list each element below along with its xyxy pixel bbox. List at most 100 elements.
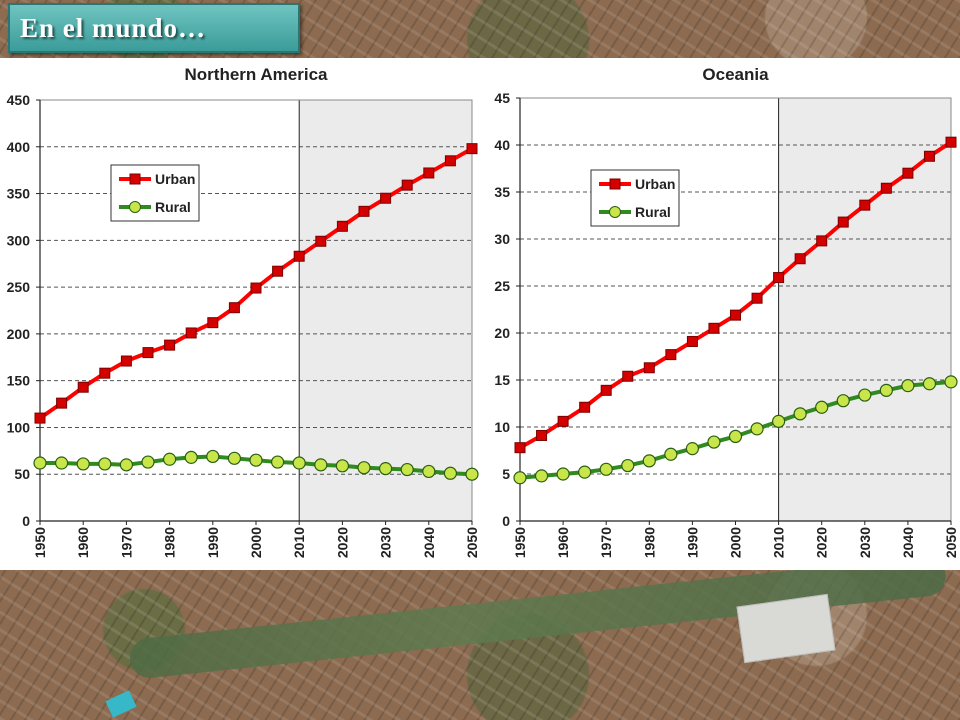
legend-label-urban: Urban (635, 176, 675, 192)
y-tick-label: 20 (494, 325, 510, 341)
rural-point (443, 466, 457, 480)
urban-point (315, 235, 327, 247)
urban-point (164, 339, 176, 351)
rural-point (271, 455, 285, 469)
x-tick-label: 2000 (728, 527, 744, 558)
urban-point (293, 250, 305, 262)
urban-point (185, 327, 197, 339)
urban-point (336, 220, 348, 232)
rural-point (728, 429, 743, 443)
rural-point (944, 375, 958, 389)
urban-point (142, 347, 154, 359)
rural-point (400, 462, 414, 477)
x-tick-label: 2020 (814, 527, 830, 558)
legend-label-rural: Rural (635, 204, 671, 220)
rural-point (76, 457, 90, 471)
urban-point (120, 355, 132, 367)
x-tick-label: 1980 (162, 527, 178, 558)
rural-point (793, 407, 807, 421)
x-tick-label: 2030 (857, 527, 873, 558)
urban-point (536, 429, 548, 441)
legend-swatch-marker (129, 201, 141, 213)
x-tick-label: 2000 (248, 527, 264, 558)
urban-point (880, 182, 892, 194)
rural-point (922, 377, 937, 391)
urban-point (557, 415, 569, 427)
rural-point (578, 465, 592, 479)
rural-point (379, 462, 393, 476)
chart-0: Northern America 0 50 100 150 200 250 300 350 400… (7, 65, 480, 558)
urban-point (514, 442, 526, 454)
rural-point (534, 469, 549, 483)
y-tick-label: 0 (502, 513, 510, 529)
urban-point (859, 199, 871, 211)
y-tick-label: 450 (7, 92, 31, 108)
urban-point (207, 317, 219, 329)
x-tick-label: 1960 (75, 527, 91, 558)
x-tick-label: 1980 (641, 527, 657, 558)
rural-point (879, 383, 893, 397)
legend-box (590, 169, 680, 227)
rural-point (163, 452, 177, 466)
legend-box (110, 164, 200, 222)
y-tick-label: 200 (7, 326, 31, 342)
urban-point (773, 272, 785, 284)
chart-title: Northern America (185, 65, 329, 84)
x-tick-label: 1950 (512, 527, 528, 558)
urban-point (794, 253, 806, 265)
y-tick-label: 0 (22, 513, 30, 529)
urban-point (837, 216, 849, 228)
legend-swatch-marker (609, 178, 621, 190)
legend-swatch-marker (129, 173, 141, 185)
x-tick-label: 2040 (900, 527, 916, 558)
rural-point (119, 458, 134, 472)
x-tick-label: 2030 (378, 527, 394, 558)
urban-point (902, 167, 914, 179)
projection-shade (778, 98, 951, 521)
rural-point (858, 388, 872, 402)
urban-point (579, 401, 591, 413)
y-tick-label: 40 (494, 137, 510, 153)
charts-svg: Northern America050100150200250300350400… (7, 65, 959, 558)
chart-panel: Northern America 0 50 100 150 200 250 300 350 400… (0, 58, 960, 570)
x-tick-label: 2010 (291, 527, 307, 558)
y-tick-label: 150 (7, 373, 31, 389)
rural-point (750, 422, 764, 436)
rural-point (206, 449, 220, 464)
y-tick-label: 100 (7, 419, 31, 435)
urban-point (665, 349, 677, 361)
rural-point (357, 461, 371, 475)
rural-point (227, 451, 241, 465)
urban-point (466, 143, 478, 155)
x-tick-label: 2040 (421, 527, 437, 558)
legend-label-rural: Rural (155, 199, 191, 215)
urban-point (686, 335, 698, 347)
projection-shade (299, 100, 472, 521)
urban-point (34, 412, 46, 424)
rural-point (54, 456, 69, 470)
urban-point (358, 205, 370, 217)
rural-point (621, 458, 635, 473)
urban-point (272, 265, 284, 277)
urban-point (444, 155, 456, 167)
urban-point (228, 302, 240, 314)
y-tick-label: 250 (7, 279, 31, 295)
urban-point (622, 370, 634, 382)
x-tick-label: 1960 (555, 527, 571, 558)
x-tick-label: 2010 (771, 527, 787, 558)
y-tick-label: 350 (7, 186, 31, 202)
rural-point (98, 457, 112, 471)
urban-point (945, 136, 957, 148)
y-tick-label: 300 (7, 232, 31, 248)
x-tick-label: 2020 (334, 527, 350, 558)
urban-point (99, 367, 111, 379)
x-tick-label: 2050 (943, 527, 959, 558)
urban-point (751, 292, 763, 304)
slide-title-box: En el mundo… (8, 3, 300, 53)
urban-point (923, 150, 935, 162)
y-tick-label: 10 (494, 419, 510, 435)
rural-point (599, 462, 613, 476)
urban-point (708, 322, 720, 334)
urban-point (250, 282, 262, 294)
x-tick-label: 1950 (32, 527, 48, 558)
